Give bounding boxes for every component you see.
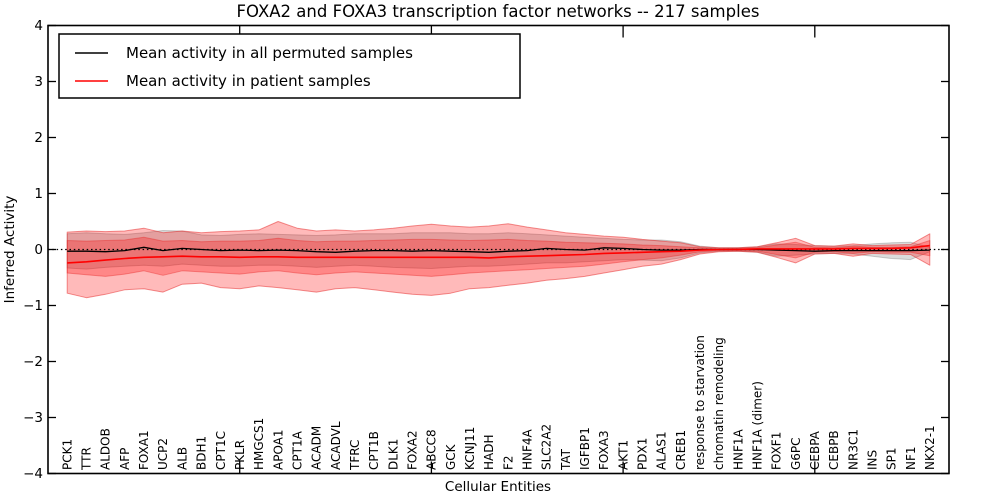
category-label: CPT1A: [290, 430, 304, 470]
category-label: TTR: [80, 447, 94, 471]
category-label: G6PC: [789, 437, 803, 470]
category-label: CEBPA: [808, 430, 822, 470]
y-tick-label: −3: [23, 410, 43, 426]
legend-label-patient: Mean activity in patient samples: [126, 72, 371, 90]
y-tick-label: 4: [34, 18, 43, 34]
category-label: PCK1: [60, 439, 74, 470]
category-label: BDH1: [195, 436, 209, 470]
category-label: SP1: [885, 448, 899, 471]
y-tick-label: 3: [34, 74, 43, 90]
category-label: FOXA1: [137, 430, 151, 470]
category-label: INS: [866, 450, 880, 470]
category-label: HNF1A: [731, 428, 745, 470]
y-tick-label: −4: [23, 466, 43, 482]
category-label: GCK: [444, 443, 458, 470]
category-label: NF1: [904, 446, 918, 470]
category-label: ACADVL: [329, 421, 343, 470]
chart-title: FOXA2 and FOXA3 transcription factor net…: [237, 2, 760, 21]
y-axis-label: Inferred Activity: [2, 196, 18, 304]
plot-area: PCK1 TTR ALDOB AFP FOXA1 UCP2 ALB BDH1 CPT1C PKLR…: [48, 24, 949, 475]
category-label: NKX2-1: [923, 425, 937, 470]
category-label: CPT1B: [367, 431, 381, 470]
category-label: FOXF1: [770, 432, 784, 470]
category-label: HNF1A (dimer): [751, 381, 765, 470]
category-label: HMGCS1: [252, 418, 266, 470]
y-tick-label: 2: [34, 130, 43, 146]
y-tick-labels: 4 3 2 1 0 −1 −2 −3 −4: [23, 18, 43, 482]
category-label: ALB: [175, 447, 189, 470]
category-label: F2: [501, 455, 515, 470]
category-label: UCP2: [156, 438, 170, 470]
category-label: ALDOB: [99, 428, 113, 470]
category-label: TAT: [559, 448, 573, 471]
patient-outer-band: [66, 221, 931, 299]
x-axis-label: Cellular Entities: [445, 479, 551, 495]
category-label: HADH: [482, 435, 496, 471]
category-label: response to starvation: [693, 335, 707, 470]
y-tick-label: −2: [23, 354, 43, 370]
category-label: ACADM: [310, 426, 324, 470]
category-label: ABCC8: [425, 429, 439, 470]
category-label: FOXA3: [597, 430, 611, 470]
y-tick-label: −1: [23, 298, 43, 314]
category-label: ALAS1: [655, 431, 669, 470]
category-label: NR3C1: [846, 429, 860, 470]
category-label: TFRC: [348, 440, 362, 471]
category-label: PKLR: [233, 440, 247, 470]
category-label: DLK1: [386, 439, 400, 470]
category-label: CREB1: [674, 430, 688, 470]
series-line-patient: [67, 244, 930, 264]
category-label: CEBPB: [827, 430, 841, 470]
y-tick-label: 0: [34, 242, 43, 258]
category-label: APOA1: [271, 429, 285, 470]
plot-border: [47, 24, 950, 475]
category-label: HNF4A: [521, 428, 535, 470]
category-label: PDX1: [636, 438, 650, 470]
legend-label-permuted: Mean activity in all permuted samples: [126, 44, 413, 62]
category-label: FOXA2: [405, 430, 419, 470]
category-label: CPT1C: [214, 431, 228, 470]
category-label: AFP: [118, 448, 132, 470]
series-line-permuted: [67, 246, 930, 253]
legend: Mean activity in all permuted samples Me…: [58, 33, 521, 99]
category-label: KCNJ11: [463, 427, 477, 470]
y-tick-label: 1: [34, 186, 43, 202]
legend-box: [58, 33, 521, 99]
category-label: AKT1: [616, 440, 630, 470]
category-label: SLC2A2: [540, 424, 554, 470]
category-label: IGFBP1: [578, 427, 592, 470]
category-label: chromatin remodeling: [712, 337, 726, 470]
